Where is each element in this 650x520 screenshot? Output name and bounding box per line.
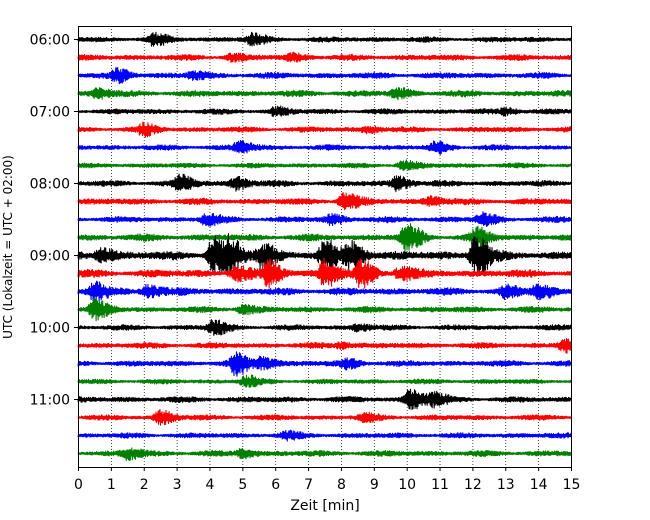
- trace-06:30: [77, 67, 572, 85]
- y-tick-label: 11:00: [30, 393, 70, 409]
- y-tick-label: 10:00: [30, 321, 70, 337]
- x-tick-label: 3: [173, 477, 182, 493]
- x-tick-label: 2: [140, 477, 149, 493]
- trace-06:45: [77, 87, 572, 101]
- traces: [77, 31, 572, 462]
- x-tick-label: 5: [238, 477, 247, 493]
- trace-07:00: [77, 105, 572, 118]
- x-tick-label: 1: [107, 477, 116, 493]
- x-tick-label: 9: [370, 477, 379, 493]
- plot-frame: [78, 26, 572, 468]
- trace-10:00: [77, 318, 572, 336]
- trace-07:30: [77, 140, 572, 155]
- y-tick-label: 09:00: [30, 249, 70, 265]
- x-tick-label: 4: [206, 477, 215, 493]
- trace-09:15: [77, 257, 572, 289]
- trace-10:45: [77, 374, 572, 388]
- x-tick-label: 14: [530, 477, 548, 493]
- trace-06:15: [77, 51, 572, 63]
- x-tick-label: 8: [337, 477, 346, 493]
- trace-11:15: [77, 409, 572, 426]
- trace-09:45: [77, 297, 572, 322]
- y-tick-label: 07:00: [30, 105, 70, 121]
- y-axis-title: UTC (Lokalzeit = UTC + 02:00): [1, 155, 15, 339]
- y-tick-label: 06:00: [30, 33, 70, 49]
- trace-07:15: [77, 121, 572, 138]
- x-tick-label: 0: [74, 477, 83, 493]
- x-tick-label: 12: [464, 477, 482, 493]
- trace-10:15: [77, 338, 572, 354]
- trace-11:30: [77, 429, 572, 442]
- trace-11:45: [77, 447, 572, 462]
- trace-08:30: [77, 211, 572, 228]
- trace-08:45: [77, 223, 572, 252]
- x-tick-label: 6: [271, 477, 280, 493]
- trace-11:00: [77, 388, 572, 411]
- x-tick-label: 7: [304, 477, 313, 493]
- x-tick-label: 10: [398, 477, 416, 493]
- trace-06:00: [77, 31, 572, 47]
- trace-07:45: [77, 159, 572, 171]
- x-tick-label: 13: [497, 477, 515, 493]
- x-axis: 0 1 2 3 4 5 6 7 8 9 10 11 12 13 14 15: [74, 467, 580, 493]
- x-tick-label: 11: [431, 477, 449, 493]
- y-tick-label: 08:00: [30, 177, 70, 193]
- x-tick-label: 15: [563, 477, 581, 493]
- y-axis: 06:00 07:00 08:00 09:00 10:00 11:00: [30, 33, 78, 409]
- trace-10:30: [77, 351, 572, 377]
- trace-08:00: [77, 173, 572, 193]
- x-axis-title: Zeit [min]: [290, 498, 359, 514]
- trace-09:30: [77, 280, 572, 302]
- trace-08:15: [77, 192, 572, 211]
